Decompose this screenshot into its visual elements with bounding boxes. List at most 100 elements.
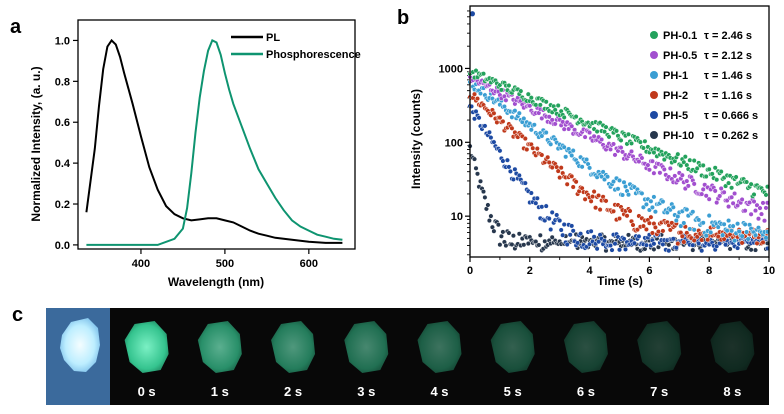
data-point — [761, 218, 768, 224]
data-point — [748, 181, 754, 187]
data-point — [516, 110, 522, 116]
data-point — [603, 198, 609, 204]
data-point — [729, 185, 735, 191]
data-point — [763, 192, 769, 198]
x-tick-label: 400 — [132, 258, 150, 270]
data-point — [485, 202, 491, 208]
data-point — [534, 146, 540, 152]
photo-time-label: 0 s — [138, 384, 156, 399]
x-tick-label: 6 — [646, 265, 652, 277]
data-point — [717, 193, 723, 199]
data-point — [690, 242, 696, 248]
data-point — [621, 179, 627, 185]
data-point — [545, 154, 551, 160]
data-point — [500, 229, 506, 235]
data-point — [546, 216, 552, 222]
data-point — [657, 170, 663, 176]
glow-sample — [637, 321, 682, 373]
data-point — [642, 138, 648, 144]
data-point — [687, 226, 693, 232]
glow-sample — [417, 321, 462, 373]
data-point — [648, 198, 654, 204]
data-point — [684, 178, 690, 184]
data-point — [604, 174, 611, 180]
data-point — [509, 125, 515, 131]
data-point — [518, 88, 524, 94]
data-point — [729, 228, 735, 234]
data-point — [561, 144, 567, 150]
photo-time-label: 2 s — [284, 384, 302, 399]
data-point — [549, 117, 555, 123]
data-point — [652, 224, 658, 230]
data-point — [555, 168, 561, 174]
data-point — [582, 134, 588, 140]
data-point — [612, 241, 618, 247]
data-point — [579, 164, 585, 170]
data-point — [732, 238, 738, 244]
data-point — [631, 240, 637, 246]
data-point — [726, 218, 732, 224]
data-point — [639, 155, 645, 161]
data-point — [536, 242, 542, 248]
data-point — [573, 114, 579, 120]
data-point — [700, 220, 706, 226]
data-point — [546, 159, 552, 165]
data-point — [596, 239, 602, 245]
legend-marker — [650, 131, 658, 139]
data-point — [495, 222, 501, 228]
data-point — [666, 242, 672, 248]
data-point — [537, 102, 543, 108]
data-point — [721, 221, 727, 227]
data-point — [525, 91, 531, 97]
y-tick-label: 0.6 — [55, 117, 70, 129]
data-point — [760, 239, 766, 245]
data-point — [661, 166, 667, 172]
data-point — [651, 170, 657, 176]
glow-sample — [563, 321, 608, 373]
data-point — [679, 172, 685, 178]
data-point — [521, 242, 527, 248]
data-point — [590, 194, 596, 200]
data-point — [694, 165, 700, 171]
photo-time-label: 4 s — [430, 384, 448, 399]
data-point — [615, 186, 621, 192]
panel-label-c: c — [12, 304, 23, 326]
legend-marker — [650, 51, 658, 59]
data-point — [569, 223, 575, 229]
data-point — [651, 194, 657, 200]
chart-b-ylabel: Intensity (counts) — [409, 89, 423, 189]
data-point — [742, 208, 748, 214]
glow-sample — [344, 321, 389, 373]
data-point — [727, 246, 733, 252]
data-point — [699, 248, 705, 254]
y-tick-label: 0.8 — [55, 76, 70, 88]
data-point — [627, 208, 633, 214]
data-point — [681, 220, 687, 226]
data-point — [584, 156, 590, 163]
data-point — [557, 218, 563, 224]
data-point — [522, 136, 528, 142]
data-point — [748, 211, 754, 217]
photo-time-label: 3 s — [357, 384, 375, 399]
legend-label: Phosphorescence — [266, 49, 361, 61]
legend-tau: τ = 1.46 s — [704, 70, 752, 82]
y-tick-label: 0.2 — [55, 199, 70, 211]
data-point — [506, 230, 512, 236]
data-point — [601, 129, 608, 135]
data-point — [534, 195, 540, 201]
data-point — [682, 154, 688, 160]
data-point — [699, 237, 705, 243]
data-point — [549, 209, 555, 215]
data-point — [763, 205, 769, 211]
data-point — [758, 211, 765, 217]
data-point — [558, 227, 564, 233]
data-point — [474, 96, 481, 102]
data-point — [561, 221, 567, 228]
data-point — [628, 148, 635, 154]
data-point — [531, 122, 537, 128]
data-point — [599, 136, 605, 143]
data-point — [648, 214, 654, 220]
data-point — [649, 204, 655, 210]
x-tick-label: 600 — [300, 258, 318, 270]
data-point — [548, 226, 554, 233]
